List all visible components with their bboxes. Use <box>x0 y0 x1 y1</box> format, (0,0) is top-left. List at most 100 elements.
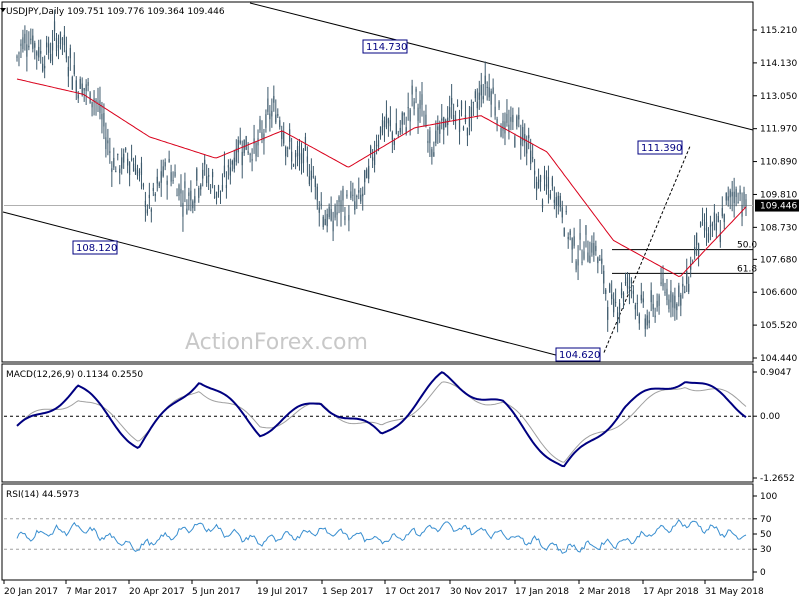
rsi-ytick-label: 30 <box>760 545 772 555</box>
candle-body <box>113 157 115 168</box>
candle-body <box>460 101 463 110</box>
candle-body <box>476 101 478 109</box>
candle-body <box>273 95 275 103</box>
candle-body <box>59 31 62 45</box>
candle-body <box>524 134 526 143</box>
candle-body <box>409 109 411 122</box>
candle-body <box>581 261 583 263</box>
candle-body <box>285 147 287 157</box>
candle-body <box>636 303 638 305</box>
candle-body <box>415 88 417 92</box>
retracement-label: 61.8 <box>737 264 757 274</box>
candle-body <box>417 107 419 121</box>
candle-body <box>130 158 133 160</box>
candle-body <box>123 153 125 163</box>
candle-body <box>79 78 81 89</box>
candle-body <box>95 99 97 103</box>
candle-body <box>407 107 409 109</box>
candle-body <box>599 258 601 261</box>
candle-body <box>121 157 123 169</box>
candle-body <box>328 206 330 218</box>
candle-body <box>81 83 83 95</box>
candle-body <box>662 278 664 287</box>
candle-body <box>658 295 660 306</box>
candle-body <box>605 289 607 294</box>
candle-body <box>624 282 627 284</box>
candle-body <box>427 140 429 144</box>
candle-body <box>593 243 595 255</box>
candle-body <box>615 301 617 303</box>
candle-body <box>340 200 342 212</box>
x-tick-label: 1 Sep 2017 <box>322 587 373 597</box>
candle-body <box>468 118 471 127</box>
x-tick-label: 5 Jun 2017 <box>192 587 240 597</box>
candle-body <box>221 184 224 191</box>
candle-body <box>34 43 36 48</box>
annotation-label: 108.120 <box>76 243 117 254</box>
candle-body <box>632 290 634 294</box>
candle-body <box>622 293 625 302</box>
candle-body <box>198 188 200 198</box>
candle-body <box>620 288 623 295</box>
candle-body <box>152 187 154 191</box>
candle-body <box>462 127 465 130</box>
candle-body <box>208 174 210 177</box>
candle-body <box>132 163 135 172</box>
rsi-ytick-label: 100 <box>760 492 777 502</box>
candle-body <box>170 172 172 182</box>
candle-body <box>660 282 662 284</box>
candle-body <box>516 116 518 127</box>
x-tick-label: 20 Jan 2017 <box>4 587 58 597</box>
candle-body <box>372 157 374 161</box>
candle-body <box>217 185 220 191</box>
candle-body <box>492 87 494 94</box>
candle-body <box>571 238 573 250</box>
price-ytick-label: 111.970 <box>760 125 797 135</box>
candle-body <box>690 263 692 270</box>
candle-body <box>739 189 741 195</box>
candle-body <box>296 146 299 157</box>
candle-body <box>73 65 75 75</box>
candle-body <box>403 112 405 116</box>
candle-body <box>281 129 283 140</box>
price-ytick-label: 108.730 <box>760 223 797 233</box>
candle-body <box>719 233 721 243</box>
candle-body <box>650 290 652 303</box>
candle-body <box>421 94 423 105</box>
candle-body <box>579 232 581 240</box>
candle-body <box>63 34 66 46</box>
candle-body <box>680 294 682 306</box>
candle-body <box>338 196 340 203</box>
candle-body <box>44 65 46 69</box>
candle-body <box>686 270 688 284</box>
macd-ytick-label: 0.9047 <box>760 368 792 378</box>
candle-body <box>496 119 498 124</box>
candle-body <box>607 306 609 320</box>
candle-body <box>717 215 719 223</box>
macd-plot <box>4 371 753 468</box>
candle-body <box>255 143 257 157</box>
candle-body <box>140 162 143 175</box>
candle-body <box>577 259 579 266</box>
candle-body <box>148 194 150 199</box>
candle-body <box>144 200 147 208</box>
candle-body <box>28 45 30 48</box>
candle-body <box>322 216 324 228</box>
dropdown-triangle-icon[interactable] <box>0 8 6 12</box>
price-ytick-label: 114.130 <box>760 59 797 69</box>
candle-body <box>539 175 542 182</box>
candle-body <box>664 292 666 294</box>
candle-body <box>332 220 334 232</box>
candle-body <box>32 35 34 49</box>
candle-body <box>362 193 364 197</box>
candle-body <box>494 106 496 116</box>
candle-body <box>46 42 48 48</box>
candle-body <box>129 162 131 175</box>
candle-body <box>178 184 180 196</box>
candle-body <box>480 84 482 96</box>
candle-body <box>518 114 520 120</box>
candle-body <box>383 120 386 127</box>
x-tick-label: 17 Oct 2017 <box>385 587 441 597</box>
candle-body <box>379 126 382 137</box>
